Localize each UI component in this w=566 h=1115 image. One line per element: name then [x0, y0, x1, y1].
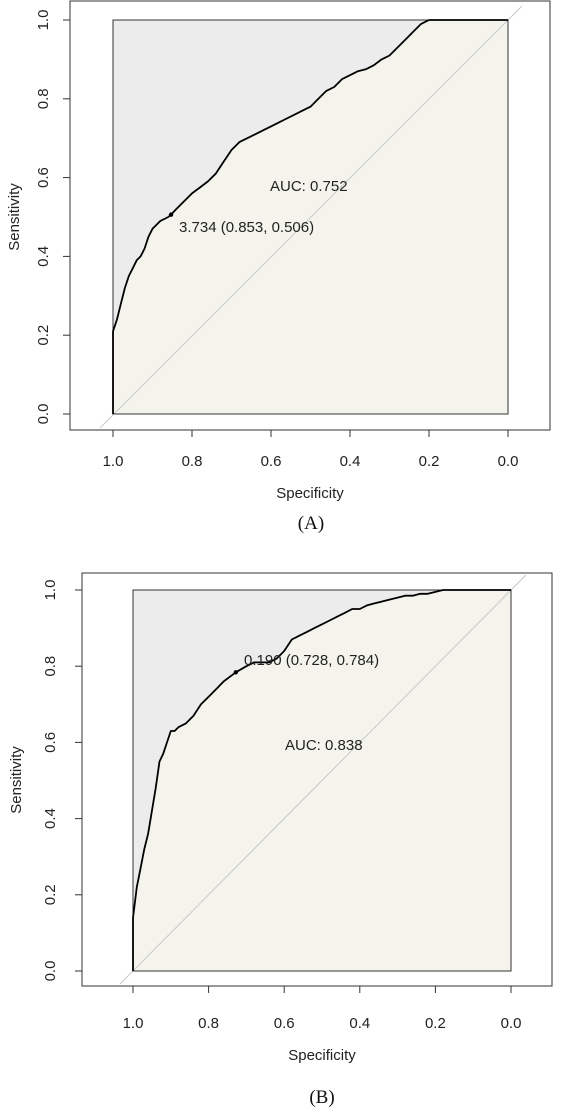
panel-a-y-tick-label: 1.0: [35, 10, 52, 31]
panel-b: 1.0 0.8 0.6 0.4 0.2 0.0 0.0 0.2 0.4 0.6 0.8 1.0 0.1…: [8, 572, 553, 1108]
panel-a-x-tick-label: 0.2: [419, 453, 440, 470]
panel-a-x-tick-label: 0.4: [340, 453, 361, 470]
panel-b-y-tick-label: 0.8: [42, 656, 59, 677]
panel-b-x-tick-label: 1.0: [123, 1015, 144, 1032]
panel-b-y-tick-label: 0.4: [42, 808, 59, 829]
panel-b-x-tick-label: 0.2: [425, 1015, 446, 1032]
panel-b-roc-curve: [132, 589, 511, 971]
panel-a: 1.0 0.8 0.6 0.4 0.2 0.0 0.0 0.2 0.4 0.6 0.8 1.0 AUC…: [6, 0, 551, 534]
panel-a-x-axis-title: Specificity: [276, 485, 344, 502]
panel-b-area-above-curve: [133, 590, 511, 971]
panel-b-x-tick-label: 0.6: [274, 1015, 295, 1032]
panel-b-y-tick-label: 0.0: [42, 961, 59, 982]
panel-a-x-tick-label: 0.0: [498, 453, 519, 470]
panel-a-y-tick-label: 0.2: [35, 325, 52, 346]
panel-b-threshold-point: [233, 670, 239, 675]
panel-b-x-tick-label: 0.8: [198, 1015, 219, 1032]
panel-a-ticks: 1.0 0.8 0.6 0.4 0.2 0.0 0.0 0.2 0.4 0.6 0.8 1.0: [35, 10, 518, 470]
panel-b-caption: (B): [309, 1087, 334, 1108]
panel-b-plot-box-border: [132, 589, 512, 972]
panel-b-threshold-label: 0.190 (0.728, 0.784): [244, 652, 379, 669]
panel-b-diagonal-reference-line: [119, 574, 527, 985]
panel-a-diagonal-reference-line: [99, 5, 523, 429]
panel-a-auc-label: AUC: 0.752: [270, 178, 348, 195]
panel-a-plot-box-border: [112, 19, 509, 415]
panel-b-y-axis-title: Sensitivity: [8, 746, 25, 814]
panel-a-threshold-point: [168, 212, 174, 217]
panel-b-y-tick-label: 0.2: [42, 884, 59, 905]
panel-a-x-tick-label: 0.6: [261, 453, 282, 470]
panel-b-x-tick-label: 0.4: [349, 1015, 370, 1032]
panel-b-x-axis-title: Specificity: [288, 1047, 356, 1064]
panel-b-y-tick-label: 1.0: [42, 580, 59, 601]
panel-b-auc-label: AUC: 0.838: [285, 737, 363, 754]
panel-a-y-tick-label: 0.4: [35, 246, 52, 267]
panel-b-x-tick-label: 0.0: [501, 1015, 522, 1032]
panel-a-y-tick-label: 0.0: [35, 404, 52, 425]
panel-a-x-tick-label: 1.0: [103, 453, 124, 470]
panel-b-ticks: 1.0 0.8 0.6 0.4 0.2 0.0 0.0 0.2 0.4 0.6 0.8 1.0: [42, 580, 521, 1032]
panel-a-x-tick-label: 0.8: [182, 453, 203, 470]
panel-a-area-above-curve: [113, 20, 508, 414]
panel-a-y-tick-label: 0.6: [35, 167, 52, 188]
panel-a-threshold-label: 3.734 (0.853, 0.506): [179, 219, 314, 236]
panel-b-y-tick-label: 0.6: [42, 732, 59, 753]
panel-a-roc-curve: [112, 19, 508, 414]
panel-a-caption: (A): [298, 513, 324, 534]
panel-a-y-tick-label: 0.8: [35, 88, 52, 109]
panel-a-y-axis-title: Sensitivity: [6, 183, 23, 251]
